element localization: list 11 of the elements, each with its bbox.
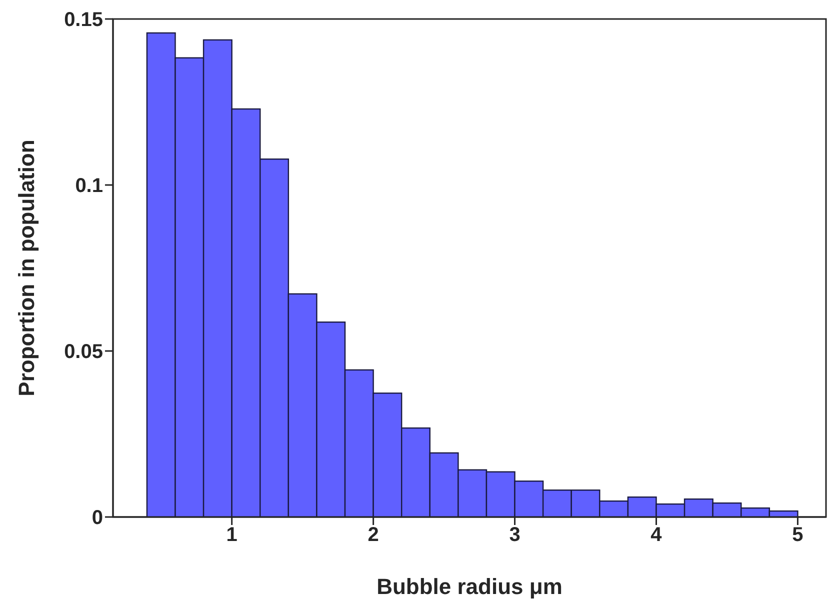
x-tick-label: 5 [792,524,804,546]
x-tick-label: 4 [650,524,663,546]
y-tick-label: 0.05 [64,341,103,364]
y-axis-title: Proportion in population [14,140,39,396]
x-axis-title: Bubble radius μm [376,574,562,599]
x-tick-label: 3 [509,524,520,546]
y-tick-label: 0.1 [75,175,103,198]
y-tick-label: 0.15 [64,9,103,32]
x-tick-label: 2 [368,524,379,546]
x-tick-label: 1 [226,524,238,546]
y-tick-label: 0 [92,507,103,530]
